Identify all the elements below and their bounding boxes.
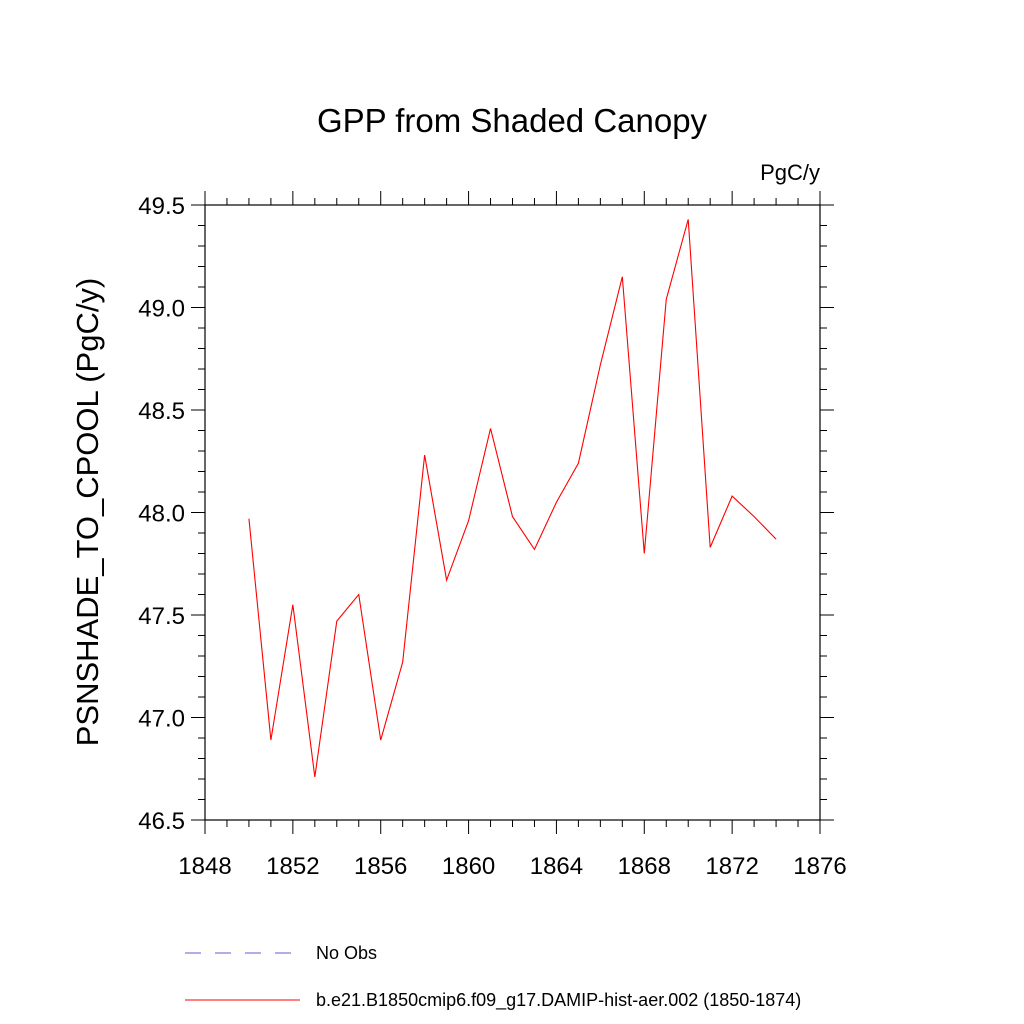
y-tick-label: 49.0 [138,296,185,323]
x-tick-label: 1864 [530,853,583,880]
x-tick-label: 1872 [705,853,758,880]
y-tick-label: 46.5 [138,808,185,835]
x-tick-label: 1860 [442,853,495,880]
y-tick-label: 48.0 [138,501,185,528]
y-axis-label: PSNSHADE_TO_CPOOL (PgC/y) [70,278,105,747]
y-tick-label: 47.0 [138,706,185,733]
series-lines [248,219,777,778]
units-label: PgC/y [760,160,820,185]
x-tick-label: 1876 [793,853,846,880]
legend-label-no-obs: No Obs [316,943,377,963]
y-tick-label: 48.5 [138,398,185,425]
legend-label-model: b.e21.B1850cmip6.f09_g17.DAMIP-hist-aer.… [316,990,801,1011]
y-tick-labels: 46.5 47.0 47.5 48.0 48.5 49.0 49.5 [138,193,185,835]
axis-ticks [191,191,834,834]
y-tick-label: 49.5 [138,193,185,220]
x-tick-labels: 1848 1852 1856 1860 1864 1868 1872 1876 [178,853,846,880]
x-tick-label: 1868 [618,853,671,880]
plot-frame [204,204,821,821]
x-tick-label: 1848 [178,853,231,880]
x-tick-label: 1852 [266,853,319,880]
legend: No Obs b.e21.B1850cmip6.f09_g17.DAMIP-hi… [185,943,801,1011]
y-tick-label: 47.5 [138,603,185,630]
series-line-1 [248,219,777,778]
x-tick-label: 1856 [354,853,407,880]
chart-title: GPP from Shaded Canopy [317,102,708,139]
